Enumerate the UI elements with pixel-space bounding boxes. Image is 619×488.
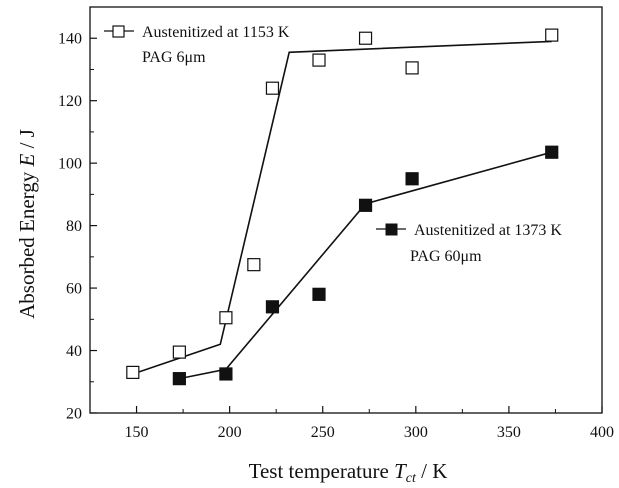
- fit-line-series-2: [179, 151, 552, 380]
- data-point-series-2: [265, 300, 280, 314]
- data-point-series-2: [172, 372, 186, 386]
- data-point-series-1: [405, 61, 419, 75]
- data-point-series-1: [265, 81, 280, 95]
- plot-frame: [89, 6, 603, 414]
- y-tick-label: 120: [58, 93, 82, 110]
- markers-group: [126, 28, 559, 386]
- y-tick-label: 100: [58, 156, 82, 173]
- y-tick-label: 40: [66, 343, 82, 360]
- y-tick-label: 80: [66, 218, 82, 235]
- data-point-series-1: [247, 258, 261, 272]
- data-point-series-1: [312, 53, 326, 67]
- legend-2-marker: [385, 223, 398, 236]
- data-point-series-2: [358, 198, 373, 212]
- ticks-group: [89, 6, 603, 414]
- x-tick-label: 200: [218, 424, 242, 441]
- data-point-series-2: [405, 172, 419, 186]
- fit-line-series-1: [132, 40, 552, 375]
- y-tick-label: 140: [58, 31, 82, 48]
- legend-2: Austenitized at 1373 K PAG 60μm: [376, 222, 562, 265]
- x-tick-label: 300: [404, 424, 428, 441]
- legend-1-marker: [112, 25, 125, 38]
- legend-2-note: PAG 60μm: [410, 248, 482, 265]
- y-tick-label: 60: [66, 281, 82, 298]
- data-point-series-1: [126, 365, 140, 379]
- data-point-series-2: [312, 287, 326, 301]
- x-tick-label: 400: [590, 424, 614, 441]
- legend-1-label: Austenitized at 1153 K: [142, 24, 290, 41]
- data-point-series-2: [545, 145, 559, 159]
- y-tick-label: 20: [66, 406, 82, 423]
- x-tick-label: 250: [311, 424, 335, 441]
- data-point-series-2: [219, 367, 233, 381]
- legend-2-label: Austenitized at 1373 K: [414, 222, 562, 239]
- x-axis-title: Test temperature Tct / K: [249, 459, 448, 486]
- x-tick-label: 350: [497, 424, 521, 441]
- data-point-series-1: [545, 28, 559, 42]
- legend-1: Austenitized at 1153 K PAG 6μm: [104, 24, 290, 66]
- data-point-series-1: [358, 31, 373, 45]
- tick-labels-group: 150 200 250 300 350 400 20 40 60 80 100 120 140: [58, 31, 614, 441]
- x-tick-label: 150: [125, 424, 149, 441]
- y-axis-title: Absorbed Energy E / J: [15, 129, 39, 319]
- legend-1-note: PAG 6μm: [142, 49, 206, 66]
- data-point-series-1: [172, 345, 186, 359]
- data-point-series-1: [219, 311, 233, 325]
- fit-lines-group: [132, 40, 552, 380]
